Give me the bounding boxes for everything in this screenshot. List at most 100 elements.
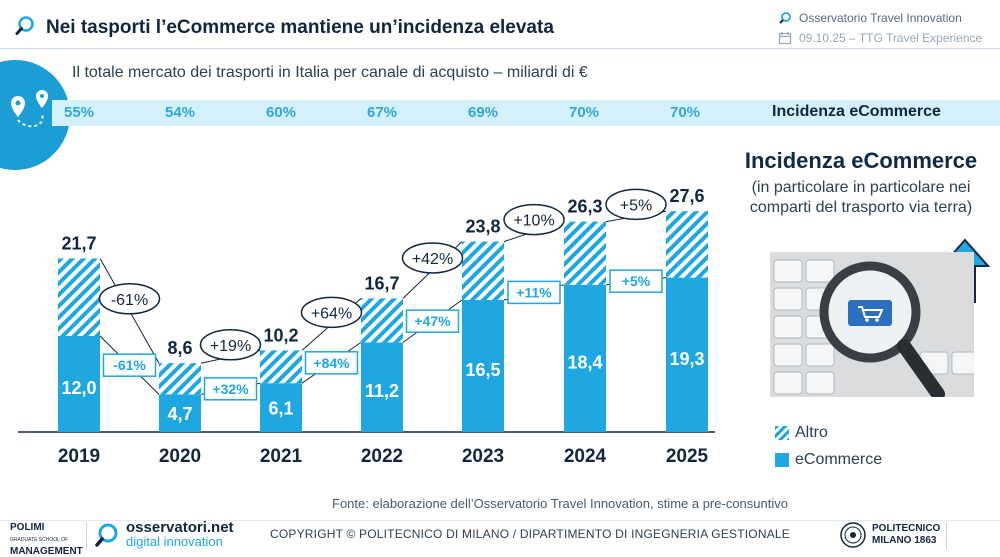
politecnico-line2: MILANO 1863 — [872, 535, 937, 546]
total-growth-bubble-2024 — [503, 203, 565, 236]
legend-altro: Altro — [775, 424, 828, 442]
osservatori-logo: osservatori.net digital innovation — [94, 519, 234, 549]
bar-altro-2022 — [361, 298, 403, 343]
stacked-bar-chart: 12,0 21,7 2019 4,7 8,6 2020 6,1 10,2 2021 11,2 16,… — [18, 186, 715, 467]
ecommerce-growth-box-2024 — [507, 280, 561, 305]
page-title: Nei tasporti l’eCommerce mantiene un’inc… — [46, 17, 554, 38]
event-line: 09.10.25 – TTG Travel Experience — [778, 28, 982, 48]
source-note: Fonte: elaborazione dell’Osservatorio Tr… — [0, 496, 1000, 511]
legend-label-ecommerce: eCommerce — [795, 451, 883, 468]
magnifier-icon — [14, 15, 36, 42]
ecommerce-growth-2022: +84% — [313, 355, 350, 371]
side-subtitle: (in particolare in particolare nei compa… — [749, 179, 973, 216]
x-tick-2022: 2022 — [361, 446, 403, 467]
x-tick-2021: 2021 — [260, 446, 303, 467]
incidence-2020: 54% — [164, 104, 196, 121]
total-value-2021: 10,2 — [263, 325, 298, 345]
ecommerce-growth-box-2023 — [405, 309, 460, 333]
bar-altro-2021 — [260, 350, 302, 384]
polimi-small: GRADUATE SCHOOL OF — [10, 537, 69, 543]
incidence-label: Incidenza eCommerce — [772, 103, 941, 120]
osservatori-sub: digital innovation — [126, 534, 223, 549]
polimi-line1: POLIMI — [10, 522, 45, 533]
chart-subtitle: Il totale mercato dei trasporti in Itali… — [72, 64, 588, 81]
bar-altro-2020 — [159, 363, 201, 395]
incidence-2021: 60% — [265, 104, 297, 121]
ecommerce-growth-box-2021 — [203, 377, 258, 401]
total-value-2020: 8,6 — [167, 338, 192, 358]
bar-ecommerce-2020 — [159, 394, 201, 432]
ecommerce-growth-2024: +11% — [516, 284, 552, 300]
ecommerce-growth-box-2022 — [304, 351, 359, 375]
source-text: Fonte: elaborazione dell’Osservatorio Tr… — [332, 496, 788, 511]
x-tick-2019: 2019 — [58, 446, 100, 467]
incidence-2024: 70% — [568, 104, 600, 121]
incidence-2023: 69% — [467, 104, 499, 121]
ecommerce-growth-2021: +32% — [212, 381, 249, 397]
x-tick-2025: 2025 — [666, 446, 709, 467]
ecommerce-growth-2020: -61% — [113, 357, 146, 373]
incidence-2022: 67% — [366, 104, 398, 121]
total-value-2024: 26,3 — [567, 197, 602, 217]
ecommerce-growth-box-2025 — [609, 269, 663, 293]
total-growth-2025: +5% — [620, 197, 652, 214]
title-row: Nei tasporti l’eCommerce mantiene un’inc… — [14, 12, 554, 44]
ecommerce-value-2021: 6,1 — [268, 399, 293, 419]
ecommerce-value-2025: 19,3 — [669, 349, 704, 369]
legend-ecommerce: eCommerce — [775, 451, 882, 469]
bar-ecommerce-2023 — [462, 300, 504, 432]
total-growth-bubble-2020 — [98, 283, 161, 315]
copyright: COPYRIGHT © POLITECNICO DI MILANO / DIPA… — [270, 527, 790, 541]
x-tick-2023: 2023 — [462, 446, 504, 467]
bar-altro-2019 — [58, 258, 100, 336]
incidence-2025: 70% — [669, 104, 701, 121]
total-growth-2024: +10% — [513, 213, 554, 230]
total-growth-2022: +64% — [311, 305, 352, 322]
header-divider — [0, 48, 1000, 49]
osservatori-name: osservatori.net — [126, 519, 234, 536]
ecommerce-value-2024: 18,4 — [567, 352, 602, 372]
route-pin-icon — [11, 90, 48, 128]
politecnico-logo: POLITECNICO MILANO 1863 — [840, 522, 940, 548]
bar-ecommerce-2024 — [564, 284, 606, 432]
bar-altro-2025 — [666, 211, 708, 278]
footer-divider — [0, 520, 1000, 521]
total-value-2022: 16,7 — [364, 273, 399, 293]
magnifier-cart-image — [770, 252, 974, 397]
total-value-2023: 23,8 — [465, 217, 500, 237]
bar-altro-2024 — [564, 221, 606, 285]
total-growth-2023: +42% — [412, 251, 453, 268]
incidence-2019: 55% — [63, 104, 95, 121]
bar-ecommerce-2022 — [361, 342, 403, 432]
politecnico-line1: POLITECNICO — [872, 523, 941, 534]
osservatori-magnifier-icon — [95, 523, 118, 547]
x-tick-2020: 2020 — [159, 446, 201, 467]
bar-ecommerce-2021 — [260, 383, 302, 432]
incidence-band — [52, 100, 1000, 126]
total-growth-bubble-2021 — [199, 329, 262, 361]
legend-swatch-altro — [775, 426, 789, 440]
ecommerce-value-2020: 4,7 — [167, 404, 192, 424]
side-title: Incidenza eCommerce — [744, 148, 978, 173]
bar-ecommerce-2019 — [58, 336, 100, 432]
polimi-logo: POLIMI GRADUATE SCHOOL OF MANAGEMENT — [10, 522, 83, 557]
org-name: Osservatorio Travel Innovation — [799, 11, 962, 25]
ecommerce-value-2023: 16,5 — [465, 360, 500, 380]
politecnico-seal-icon — [840, 522, 866, 548]
ecommerce-growth-box-2020 — [102, 353, 157, 377]
bar-altro-2023 — [462, 241, 504, 300]
total-value-2019: 21,7 — [61, 233, 96, 253]
total-growth-2021: +19% — [210, 338, 251, 355]
bar-ecommerce-2025 — [666, 277, 708, 432]
calendar-icon — [778, 32, 792, 45]
ecommerce-value-2019: 12,0 — [61, 378, 96, 398]
event-date: 09.10.25 – TTG Travel Experience — [799, 31, 983, 45]
total-growth-bubble-2023 — [401, 242, 464, 274]
ecommerce-growth-2023: +47% — [414, 313, 451, 329]
total-growth-bubble-2025 — [605, 188, 667, 221]
total-growth-bubble-2022 — [300, 296, 363, 329]
legend-label-altro: Altro — [795, 424, 828, 441]
footer-separator-right — [946, 522, 947, 550]
x-tick-2024: 2024 — [564, 446, 607, 467]
header-info: Osservatorio Travel Innovation 09.10.25 … — [778, 8, 982, 48]
